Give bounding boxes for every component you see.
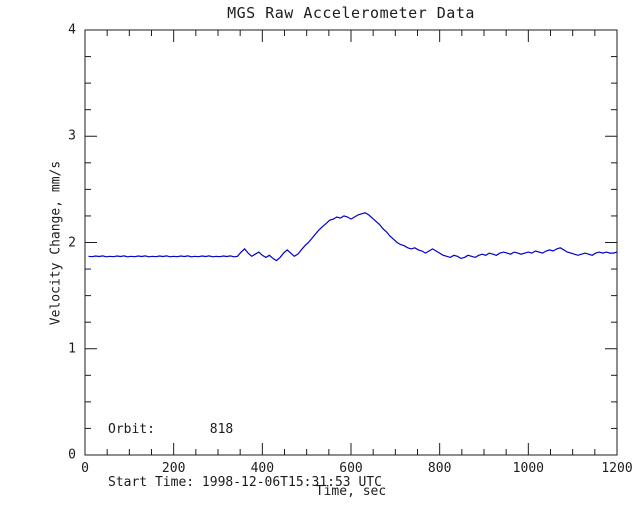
data-line bbox=[88, 212, 618, 262]
x-tick-label: 400 bbox=[250, 461, 275, 476]
x-tick-label: 800 bbox=[427, 461, 452, 476]
x-tick-label: 200 bbox=[161, 461, 186, 476]
x-tick-label: 1200 bbox=[601, 461, 633, 476]
chart-title: MGS Raw Accelerometer Data bbox=[227, 4, 475, 22]
x-tick-label: 600 bbox=[339, 461, 363, 476]
y-axis-label: Velocity Change, mm/s bbox=[48, 160, 64, 326]
y-tick-label: 4 bbox=[68, 22, 76, 38]
y-tick-label: 1 bbox=[68, 341, 76, 357]
y-tick-label: 3 bbox=[68, 128, 76, 144]
annotation-start-time: Start Time: 1998-12-06T15:31:53 UTC bbox=[108, 474, 382, 490]
x-tick-label: 1000 bbox=[512, 461, 544, 476]
x-axis-label: Time, sec bbox=[315, 484, 387, 499]
y-tick-label: 2 bbox=[68, 235, 76, 250]
y-tick-label: 0 bbox=[68, 447, 76, 463]
x-tick-label: 0 bbox=[81, 461, 89, 476]
annotation-orbit: Orbit: 818 bbox=[108, 422, 234, 437]
annotation-block: Orbit: 818 Start Time: 1998-12-06T15:31:… bbox=[108, 386, 382, 512]
